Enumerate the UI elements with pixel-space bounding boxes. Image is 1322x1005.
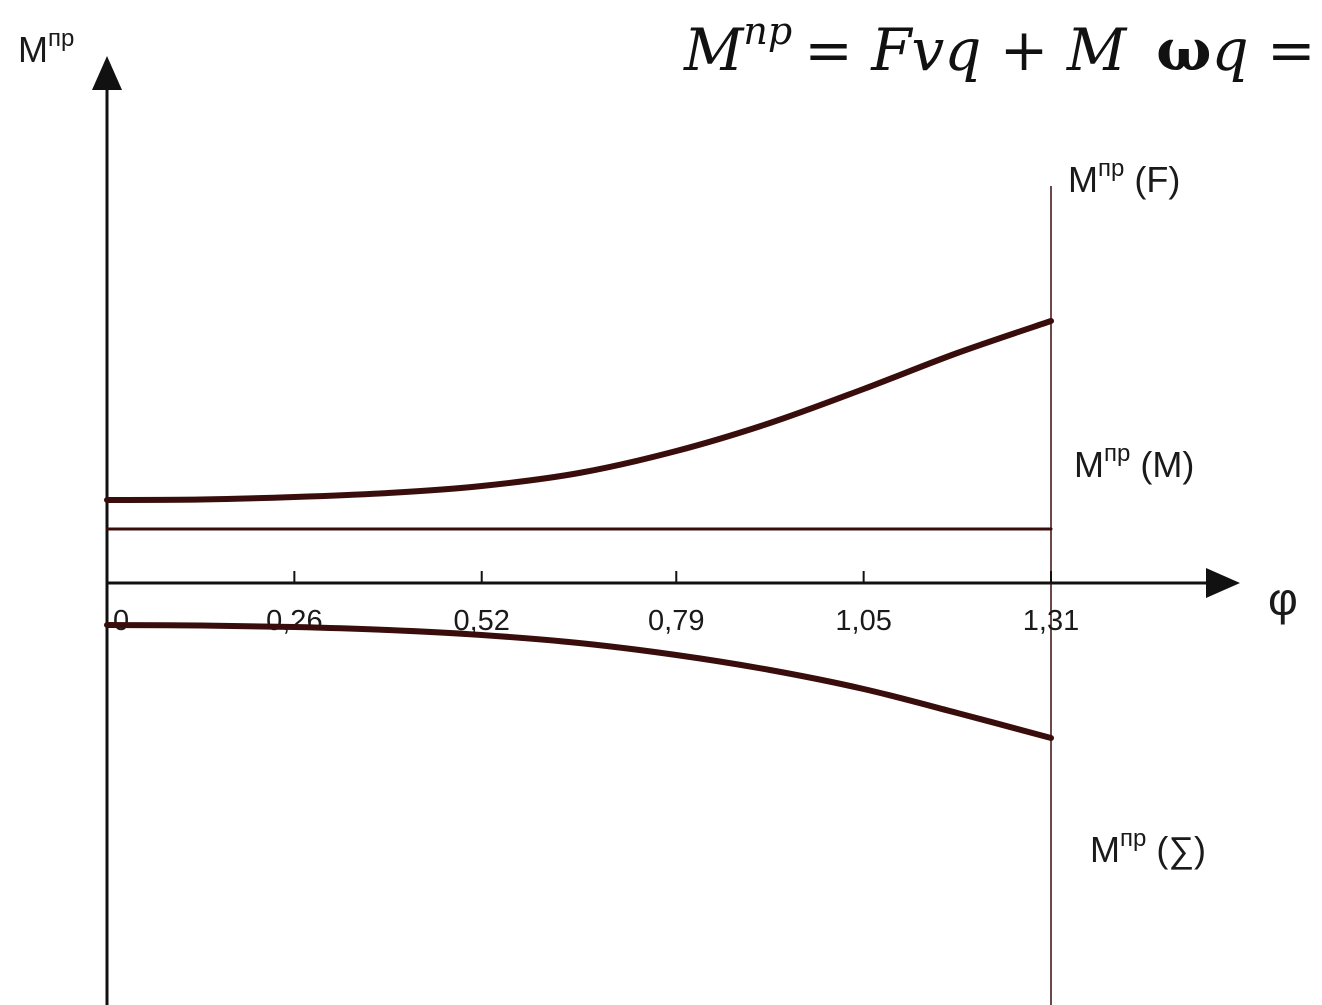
formula-omega-tail: q = <box>1211 16 1315 84</box>
x-tick-label: 0,79 <box>648 605 704 637</box>
series-label-f: Mпр (F) <box>1068 155 1180 200</box>
y-axis-arrow <box>92 56 122 90</box>
x-tick-label: 0 <box>113 605 129 637</box>
series-line-f <box>104 318 1054 503</box>
series-label-m: Mпр (M) <box>1074 440 1194 485</box>
x-tick-label: 1,31 <box>1023 605 1079 637</box>
series-label-s: Mпр (∑) <box>1090 825 1206 870</box>
formula-omega: ω <box>1156 16 1211 84</box>
y-axis-label: Mпр <box>18 25 74 70</box>
y-axis-label-sup: пр <box>48 25 74 52</box>
formula-lhs-base: M <box>683 16 745 84</box>
x-ticks: 0 0,26 0,52 0,79 1,05 1,31 <box>113 571 1079 637</box>
series-line-s <box>104 622 1054 741</box>
x-tick-label: 0,26 <box>266 605 322 637</box>
x-tick-label: 1,05 <box>835 605 891 637</box>
y-axis-label-base: M <box>18 29 48 70</box>
formula: Mпр = Fvq + M ωq = <box>683 9 1316 84</box>
formula-lhs-sup: пр <box>743 9 792 53</box>
formula-rhs: = Fvq + M <box>804 16 1128 84</box>
series-group <box>104 318 1054 741</box>
x-axis-label: φ <box>1268 573 1298 625</box>
series-labels: Mпр (F) Mпр (M) Mпр (∑) <box>1068 155 1206 870</box>
x-axis-arrow <box>1206 568 1240 598</box>
